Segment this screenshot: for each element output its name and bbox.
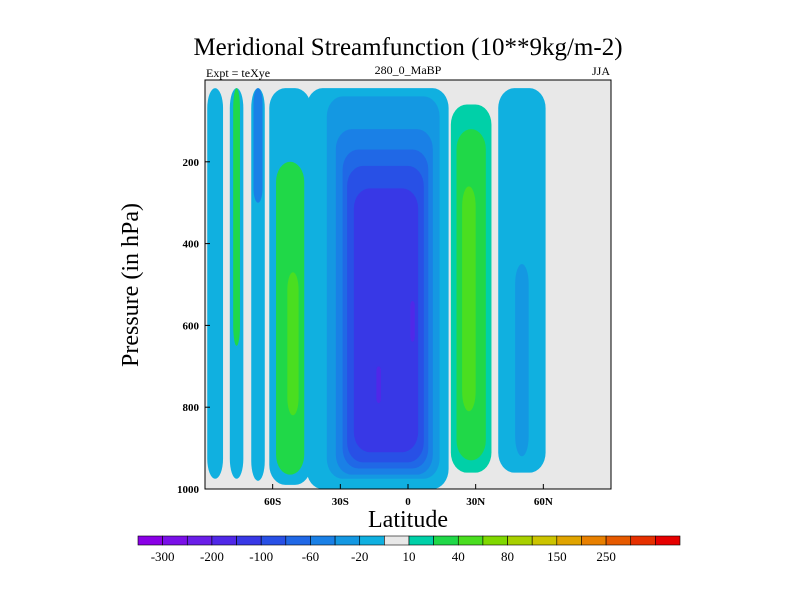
- colorbar-label: 10: [403, 549, 416, 564]
- x-tick-label: 30S: [332, 496, 349, 508]
- colorbar-box: [211, 535, 237, 546]
- colorbar-box: [186, 535, 213, 546]
- colorbar-label: 80: [501, 549, 514, 564]
- colorbar-label: -20: [351, 549, 368, 564]
- colorbar-box: [359, 535, 385, 546]
- colorbar-box: [408, 535, 434, 546]
- contour-region: [410, 300, 415, 342]
- subtitle-right: JJA: [592, 64, 610, 78]
- colorbar-box: [556, 535, 582, 546]
- plot-area: [204, 79, 612, 490]
- colorbar-box: [310, 535, 336, 546]
- colorbar-box: [334, 535, 361, 546]
- colorbar-box: [384, 535, 410, 546]
- chart-title: Meridional Streamfunction (10**9kg/m-2): [193, 34, 622, 61]
- y-axis: 200 400 600 800 1000: [177, 157, 210, 496]
- x-axis-label: Latitude: [368, 507, 448, 533]
- colorbar-box: [605, 535, 632, 546]
- colorbar-box: [457, 535, 484, 546]
- colorbar-box: [507, 535, 533, 546]
- x-axis: 60S 30S 0 30N 60N: [264, 484, 553, 508]
- colorbar-label: 150: [547, 549, 567, 564]
- subtitle-center: 280_0_MaBP: [375, 63, 442, 77]
- x-tick-label: 60N: [534, 496, 553, 508]
- x-tick-label: 0: [405, 496, 411, 508]
- contour-region: [233, 88, 240, 346]
- contour-region: [376, 366, 381, 404]
- colorbar-box: [581, 535, 607, 546]
- colorbar-box: [236, 535, 262, 546]
- colorbar-box: [162, 535, 188, 546]
- y-tick-label: 600: [183, 320, 200, 332]
- colorbar-label: 40: [452, 549, 465, 564]
- x-tick-label: 60S: [264, 496, 281, 508]
- y-tick-label: 200: [183, 157, 200, 169]
- y-axis-label: Pressure (in hPa): [118, 203, 144, 367]
- colorbar-box: [531, 535, 558, 546]
- colorbar-box: [482, 535, 508, 546]
- colorbar-label: -200: [200, 549, 224, 564]
- y-tick-label: 800: [183, 402, 200, 414]
- contour-regions: [207, 88, 546, 490]
- x-tick-label: 30N: [466, 496, 485, 508]
- colorbar-box: [285, 535, 311, 546]
- colorbar-label: -60: [302, 549, 319, 564]
- colorbar-label: -100: [249, 549, 273, 564]
- colorbar-box: [433, 535, 459, 546]
- colorbar-box: [137, 535, 163, 546]
- subtitle-left: Expt = teXye: [206, 66, 270, 80]
- contour-region: [515, 264, 529, 457]
- colorbar: -300 -200 -100 -60 -20 10 40 80 150 250: [137, 535, 681, 564]
- colorbar-label: 250: [596, 549, 616, 564]
- contour-region: [207, 88, 224, 479]
- colorbar-label: -300: [151, 549, 175, 564]
- contour-region: [287, 272, 299, 416]
- colorbar-box: [655, 535, 681, 546]
- y-tick-label: 1000: [177, 484, 200, 496]
- contour-region: [462, 186, 476, 412]
- contour-region: [353, 188, 419, 453]
- y-tick-label: 400: [183, 239, 200, 251]
- colorbar-box: [630, 535, 656, 546]
- contour-region: [253, 88, 263, 203]
- colorbar-box: [260, 535, 287, 546]
